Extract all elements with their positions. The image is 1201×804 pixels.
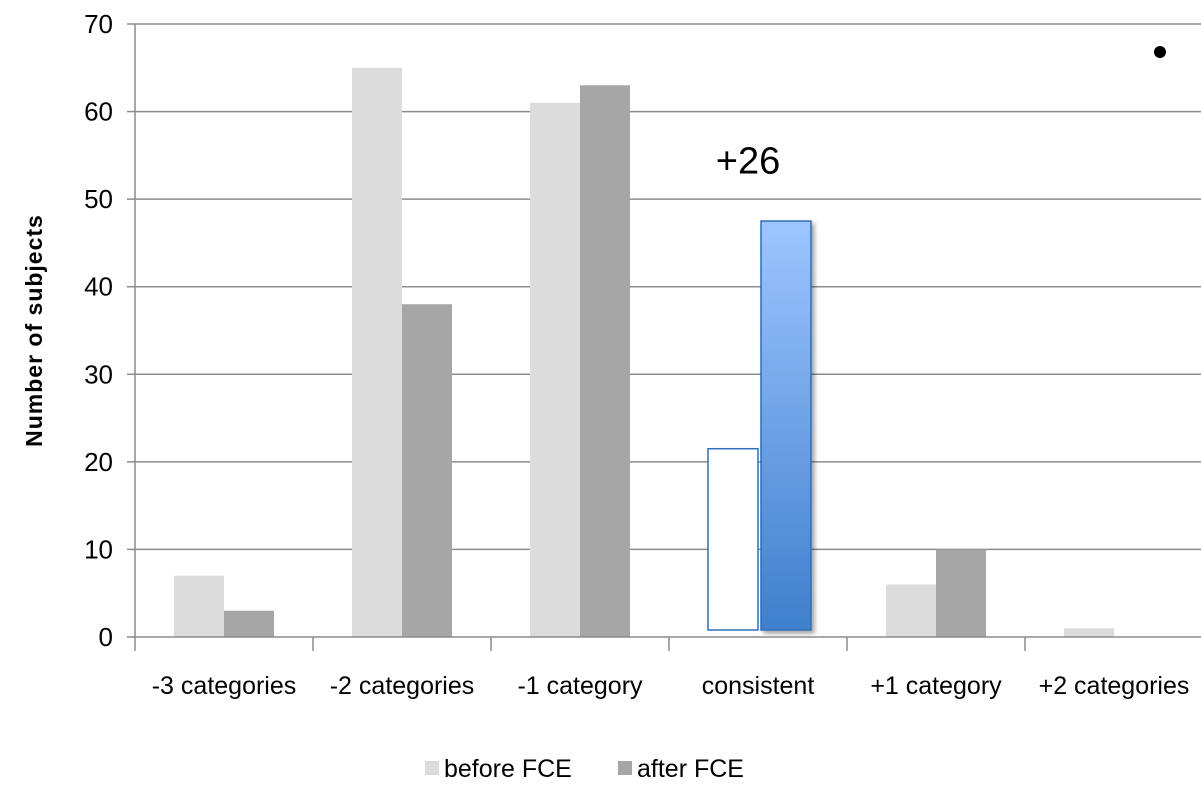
legend-entry-label: before FCE [444, 755, 572, 783]
y-tick-label: 40 [84, 272, 113, 302]
legend-swatch [618, 761, 632, 775]
x-category-label: -1 category [517, 672, 643, 700]
y-tick-label: 50 [84, 184, 113, 214]
axes [127, 23, 1201, 651]
x-category-label: +1 category [870, 672, 1002, 700]
y-tick-label: 0 [99, 622, 113, 652]
annotation-label: +26 [716, 140, 780, 182]
bar-before-fce [886, 584, 936, 637]
labels: 0 10 20 30 40 50 60 70 -3 categories -2 categorie… [21, 9, 1189, 700]
legend-swatch [425, 761, 439, 775]
y-tick-label: 60 [84, 97, 113, 127]
bar-before-fce [530, 102, 580, 638]
bar-before-fce [707, 447, 759, 631]
gridlines [135, 23, 1201, 551]
bar-after-fce [224, 610, 274, 637]
y-tick-label: 30 [84, 359, 113, 389]
bar-after-fce [402, 304, 452, 637]
y-tick-label: 10 [84, 534, 113, 564]
bar-before-fce [1064, 628, 1114, 637]
legend-entry-label: after FCE [637, 755, 744, 783]
x-category-label: +2 categories [1039, 672, 1190, 700]
bar-after-fce [580, 85, 630, 638]
bar-before-fce [352, 67, 402, 638]
bullet-dot [1154, 46, 1166, 58]
bars [174, 67, 1114, 638]
x-category-label: consistent [702, 672, 815, 700]
x-category-label: -2 categories [330, 672, 475, 700]
legend: before FCE after FCE [425, 755, 744, 783]
y-axis-label: Number of subjects [21, 214, 47, 447]
y-tick-label: 70 [84, 9, 113, 39]
bar-before-fce [174, 575, 224, 637]
bar-after-fce [936, 549, 986, 637]
x-category-label: -3 categories [152, 672, 297, 700]
bar-after-fce [760, 220, 812, 631]
y-tick-label: 20 [84, 447, 113, 477]
